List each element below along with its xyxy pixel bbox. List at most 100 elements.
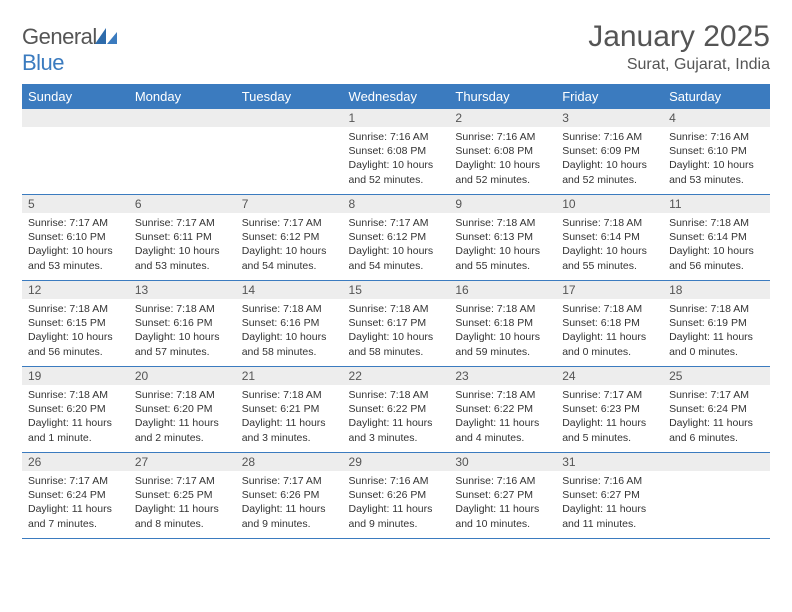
sunset-line: Sunset: 6:19 PM	[669, 317, 747, 329]
daylight-line: Daylight: 11 hours and 11 minutes.	[562, 503, 646, 529]
sunrise-line: Sunrise: 7:16 AM	[669, 131, 749, 143]
day-number: 21	[236, 367, 343, 385]
sunrise-line: Sunrise: 7:18 AM	[562, 303, 642, 315]
day-number: 16	[449, 281, 556, 299]
day-details: Sunrise: 7:17 AMSunset: 6:12 PMDaylight:…	[343, 213, 450, 277]
calendar-day-cell: 21Sunrise: 7:18 AMSunset: 6:21 PMDayligh…	[236, 367, 343, 453]
calendar-empty-cell	[663, 453, 770, 539]
sunrise-line: Sunrise: 7:18 AM	[135, 389, 215, 401]
sunrise-line: Sunrise: 7:18 AM	[455, 389, 535, 401]
calendar-head: SundayMondayTuesdayWednesdayThursdayFrid…	[22, 85, 770, 109]
calendar-day-cell: 8Sunrise: 7:17 AMSunset: 6:12 PMDaylight…	[343, 195, 450, 281]
sunrise-line: Sunrise: 7:16 AM	[562, 475, 642, 487]
day-number: 20	[129, 367, 236, 385]
daylight-line: Daylight: 10 hours and 58 minutes.	[349, 331, 434, 357]
day-details: Sunrise: 7:17 AMSunset: 6:26 PMDaylight:…	[236, 471, 343, 535]
calendar-day-cell: 28Sunrise: 7:17 AMSunset: 6:26 PMDayligh…	[236, 453, 343, 539]
sunset-line: Sunset: 6:15 PM	[28, 317, 106, 329]
sunset-line: Sunset: 6:20 PM	[28, 403, 106, 415]
day-number: 24	[556, 367, 663, 385]
weekday-header: Thursday	[449, 85, 556, 109]
day-number: 22	[343, 367, 450, 385]
sunrise-line: Sunrise: 7:16 AM	[349, 131, 429, 143]
daylight-line: Daylight: 10 hours and 55 minutes.	[455, 245, 540, 271]
sunrise-line: Sunrise: 7:17 AM	[242, 217, 322, 229]
sunset-line: Sunset: 6:13 PM	[455, 231, 533, 243]
location-label: Surat, Gujarat, India	[588, 56, 770, 74]
day-details: Sunrise: 7:18 AMSunset: 6:20 PMDaylight:…	[22, 385, 129, 449]
sunset-line: Sunset: 6:08 PM	[349, 145, 427, 157]
calendar-page: GeneralBlue January 2025 Surat, Gujarat,…	[0, 0, 792, 559]
day-details: Sunrise: 7:17 AMSunset: 6:25 PMDaylight:…	[129, 471, 236, 535]
day-details: Sunrise: 7:16 AMSunset: 6:26 PMDaylight:…	[343, 471, 450, 535]
sunset-line: Sunset: 6:12 PM	[242, 231, 320, 243]
day-details: Sunrise: 7:18 AMSunset: 6:14 PMDaylight:…	[663, 213, 770, 277]
daylight-line: Daylight: 10 hours and 57 minutes.	[135, 331, 220, 357]
sunrise-line: Sunrise: 7:18 AM	[28, 303, 108, 315]
day-details: Sunrise: 7:18 AMSunset: 6:16 PMDaylight:…	[236, 299, 343, 363]
title-block: January 2025 Surat, Gujarat, India	[588, 20, 770, 74]
calendar-week-row: 26Sunrise: 7:17 AMSunset: 6:24 PMDayligh…	[22, 453, 770, 539]
day-number: 1	[343, 109, 450, 127]
day-details: Sunrise: 7:18 AMSunset: 6:22 PMDaylight:…	[343, 385, 450, 449]
logo: GeneralBlue	[22, 24, 117, 76]
day-number: 15	[343, 281, 450, 299]
calendar-day-cell: 27Sunrise: 7:17 AMSunset: 6:25 PMDayligh…	[129, 453, 236, 539]
daylight-line: Daylight: 10 hours and 59 minutes.	[455, 331, 540, 357]
sunrise-line: Sunrise: 7:18 AM	[242, 389, 322, 401]
day-details: Sunrise: 7:17 AMSunset: 6:12 PMDaylight:…	[236, 213, 343, 277]
daylight-line: Daylight: 11 hours and 9 minutes.	[242, 503, 326, 529]
sunset-line: Sunset: 6:25 PM	[135, 489, 213, 501]
calendar-day-cell: 29Sunrise: 7:16 AMSunset: 6:26 PMDayligh…	[343, 453, 450, 539]
day-number: 23	[449, 367, 556, 385]
day-details: Sunrise: 7:17 AMSunset: 6:24 PMDaylight:…	[22, 471, 129, 535]
day-number: 8	[343, 195, 450, 213]
sunrise-line: Sunrise: 7:16 AM	[455, 131, 535, 143]
day-details: Sunrise: 7:18 AMSunset: 6:13 PMDaylight:…	[449, 213, 556, 277]
sunset-line: Sunset: 6:10 PM	[669, 145, 747, 157]
weekday-row: SundayMondayTuesdayWednesdayThursdayFrid…	[22, 85, 770, 109]
day-number: 3	[556, 109, 663, 127]
calendar-day-cell: 22Sunrise: 7:18 AMSunset: 6:22 PMDayligh…	[343, 367, 450, 453]
day-number	[129, 109, 236, 127]
day-number: 14	[236, 281, 343, 299]
daylight-line: Daylight: 10 hours and 53 minutes.	[669, 159, 754, 185]
sunrise-line: Sunrise: 7:17 AM	[135, 217, 215, 229]
sunset-line: Sunset: 6:18 PM	[562, 317, 640, 329]
weekday-header: Monday	[129, 85, 236, 109]
day-number: 26	[22, 453, 129, 471]
daylight-line: Daylight: 11 hours and 0 minutes.	[669, 331, 753, 357]
day-details: Sunrise: 7:18 AMSunset: 6:14 PMDaylight:…	[556, 213, 663, 277]
calendar-day-cell: 10Sunrise: 7:18 AMSunset: 6:14 PMDayligh…	[556, 195, 663, 281]
day-number: 30	[449, 453, 556, 471]
day-number: 29	[343, 453, 450, 471]
daylight-line: Daylight: 11 hours and 4 minutes.	[455, 417, 539, 443]
day-details: Sunrise: 7:18 AMSunset: 6:19 PMDaylight:…	[663, 299, 770, 363]
day-details: Sunrise: 7:18 AMSunset: 6:20 PMDaylight:…	[129, 385, 236, 449]
sunset-line: Sunset: 6:16 PM	[242, 317, 320, 329]
calendar-empty-cell	[129, 109, 236, 195]
day-number: 2	[449, 109, 556, 127]
day-number: 6	[129, 195, 236, 213]
calendar-empty-cell	[22, 109, 129, 195]
daylight-line: Daylight: 11 hours and 8 minutes.	[135, 503, 219, 529]
calendar-week-row: 5Sunrise: 7:17 AMSunset: 6:10 PMDaylight…	[22, 195, 770, 281]
calendar-day-cell: 30Sunrise: 7:16 AMSunset: 6:27 PMDayligh…	[449, 453, 556, 539]
calendar-day-cell: 20Sunrise: 7:18 AMSunset: 6:20 PMDayligh…	[129, 367, 236, 453]
day-number: 25	[663, 367, 770, 385]
calendar-day-cell: 12Sunrise: 7:18 AMSunset: 6:15 PMDayligh…	[22, 281, 129, 367]
day-details: Sunrise: 7:18 AMSunset: 6:16 PMDaylight:…	[129, 299, 236, 363]
day-details: Sunrise: 7:17 AMSunset: 6:24 PMDaylight:…	[663, 385, 770, 449]
day-details: Sunrise: 7:18 AMSunset: 6:18 PMDaylight:…	[556, 299, 663, 363]
day-number: 27	[129, 453, 236, 471]
sunrise-line: Sunrise: 7:18 AM	[349, 389, 429, 401]
day-details: Sunrise: 7:17 AMSunset: 6:10 PMDaylight:…	[22, 213, 129, 277]
day-details: Sunrise: 7:16 AMSunset: 6:08 PMDaylight:…	[343, 127, 450, 191]
calendar-day-cell: 17Sunrise: 7:18 AMSunset: 6:18 PMDayligh…	[556, 281, 663, 367]
sunrise-line: Sunrise: 7:18 AM	[562, 217, 642, 229]
day-details: Sunrise: 7:16 AMSunset: 6:27 PMDaylight:…	[556, 471, 663, 535]
sunset-line: Sunset: 6:21 PM	[242, 403, 320, 415]
sunrise-line: Sunrise: 7:17 AM	[28, 475, 108, 487]
daylight-line: Daylight: 11 hours and 5 minutes.	[562, 417, 646, 443]
logo-text: GeneralBlue	[22, 24, 117, 76]
